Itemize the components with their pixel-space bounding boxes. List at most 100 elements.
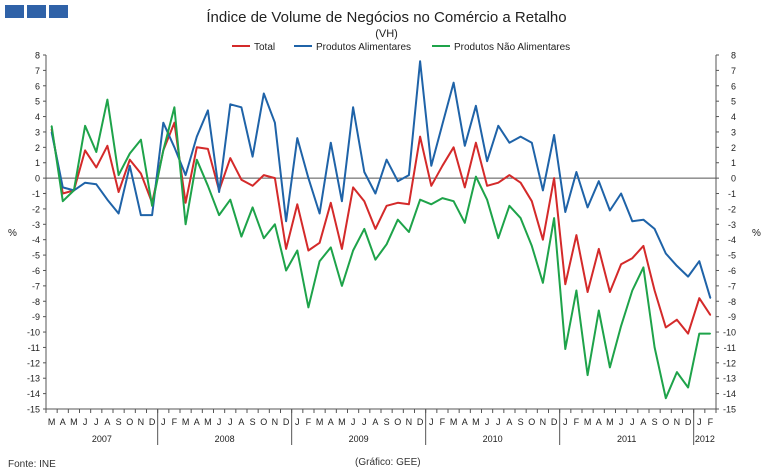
y-tick-label-left: -4 (32, 235, 40, 245)
series-produtos-alimentares-point (464, 145, 466, 147)
y-tick-label-left: -11 (28, 343, 40, 353)
series-produtos-alimentares-point (642, 219, 645, 221)
series-produtos-alimentares-point (285, 220, 287, 222)
series-produtos-alimentares-point (453, 82, 455, 84)
chart-subtitle: (VH) (375, 28, 398, 40)
series-produtos-alimentares-point (587, 206, 589, 208)
x-tick-label-month: J (351, 417, 356, 427)
y-tick-label-right: 5 (731, 97, 736, 107)
series-produtos-alimentares-point (486, 160, 488, 162)
y-tick-label-left: 3 (35, 127, 40, 137)
series-produtos-alimentares-point (542, 189, 544, 191)
series-produtos-alimentares-point (84, 182, 86, 184)
x-tick-label-month: J (563, 417, 568, 427)
series-produtos-nao-alimentares-point (140, 139, 142, 141)
series-produtos-alimentares-point (620, 192, 622, 195)
series-produtos-nao-alimentares-point (441, 197, 443, 199)
x-tick-label-month: F (440, 417, 446, 427)
series-produtos-nao-alimentares-point (709, 333, 712, 335)
chart-title: Índice de Volume de Negócios no Comércio… (206, 9, 567, 26)
x-tick-label-month: M (316, 417, 324, 427)
series-total-point (330, 202, 332, 204)
series-produtos-alimentares-point (397, 180, 399, 182)
series-total-point (609, 291, 611, 293)
series-produtos-nao-alimentares-point (229, 199, 231, 201)
series-total-point (441, 165, 443, 167)
series-total-point (352, 186, 354, 188)
series-produtos-nao-alimentares-point (129, 152, 131, 155)
y-tick-label-left: -7 (32, 281, 40, 291)
series-produtos-alimentares-point (687, 276, 689, 278)
series-produtos-nao-alimentares-point (151, 205, 153, 207)
series-produtos-alimentares-point (408, 174, 410, 176)
series-total-line (50, 121, 712, 335)
series-produtos-alimentares-point (430, 165, 432, 167)
x-tick-label-month: O (662, 417, 669, 427)
series-produtos-nao-alimentares-point (520, 217, 522, 219)
y-tick-label-right: 4 (731, 112, 736, 122)
series-total-point (497, 182, 499, 184)
series-produtos-nao-alimentares-point (419, 199, 421, 201)
series-produtos-nao-alimentares-line (50, 98, 711, 400)
series-produtos-alimentares-point (196, 136, 198, 138)
series-produtos-nao-alimentares-point (542, 282, 544, 284)
series-total-point (430, 185, 432, 187)
series-total-point (698, 297, 700, 299)
series-total-point (464, 186, 466, 188)
y-tick-label-right: 7 (731, 66, 736, 76)
y-tick-label-right: -14 (723, 389, 736, 399)
series-produtos-alimentares-point (363, 171, 365, 173)
series-produtos-nao-alimentares-point (475, 176, 477, 178)
series-produtos-nao-alimentares-point (51, 125, 53, 127)
series-produtos-nao-alimentares-point (676, 371, 678, 373)
series-produtos-alimentares-point (598, 180, 600, 182)
series-produtos-nao-alimentares-point (386, 243, 388, 245)
legend: Total Produtos Alimentares Produtos Não … (232, 42, 570, 53)
series-total-point (542, 239, 544, 241)
y-tick-label-right: -4 (728, 235, 736, 245)
series-total-point (642, 245, 645, 247)
series-total-point (140, 172, 142, 175)
series-total-point (129, 159, 131, 161)
y-tick-label-left: 7 (35, 66, 40, 76)
series-produtos-alimentares-point (106, 199, 108, 201)
series-produtos-alimentares-point (654, 228, 656, 230)
x-tick-label-month: D (685, 417, 692, 427)
y-tick-label-right: -6 (728, 266, 736, 276)
series-produtos-alimentares-point (319, 212, 321, 215)
series-produtos-nao-alimentares-point (486, 199, 488, 201)
x-tick-label-month: A (640, 417, 646, 427)
series-produtos-nao-alimentares-point (587, 374, 589, 376)
series-produtos-nao-alimentares-point (118, 174, 120, 176)
series-produtos-nao-alimentares-point (598, 309, 600, 312)
x-tick-label-year: 2008 (215, 434, 235, 444)
series-total-point (252, 185, 254, 187)
x-tick-label-month: F (574, 417, 580, 427)
x-tick-label-month: N (406, 417, 413, 427)
y-tick-label-right: -8 (728, 297, 736, 307)
series-total-point (386, 205, 388, 207)
series-produtos-nao-alimentares-point (531, 245, 533, 247)
x-tick-label-month: J (83, 417, 88, 427)
series-produtos-alimentares-point (151, 214, 153, 216)
series-total-point (263, 174, 265, 176)
x-tick-label-month: M (450, 417, 458, 427)
series-produtos-nao-alimentares-point (173, 106, 175, 108)
series-produtos-nao-alimentares-point (296, 249, 298, 252)
series-total-point (341, 248, 343, 250)
series-produtos-nao-alimentares-point (453, 200, 455, 202)
y-tick-label-left: -8 (32, 297, 40, 307)
series-layer (50, 60, 712, 400)
series-total-point (598, 248, 600, 250)
series-produtos-nao-alimentares-point (609, 366, 611, 368)
series-total-point (296, 203, 298, 205)
x-tick-label-month: M (338, 417, 346, 427)
series-produtos-nao-alimentares-point (218, 214, 220, 216)
series-produtos-nao-alimentares-point (575, 289, 578, 292)
series-produtos-alimentares-point (553, 134, 555, 136)
x-tick-label-month: S (116, 417, 122, 427)
series-total-point (173, 122, 175, 124)
series-produtos-alimentares-point (352, 106, 354, 108)
series-total-point (564, 283, 566, 285)
x-tick-label-month: A (506, 417, 512, 427)
